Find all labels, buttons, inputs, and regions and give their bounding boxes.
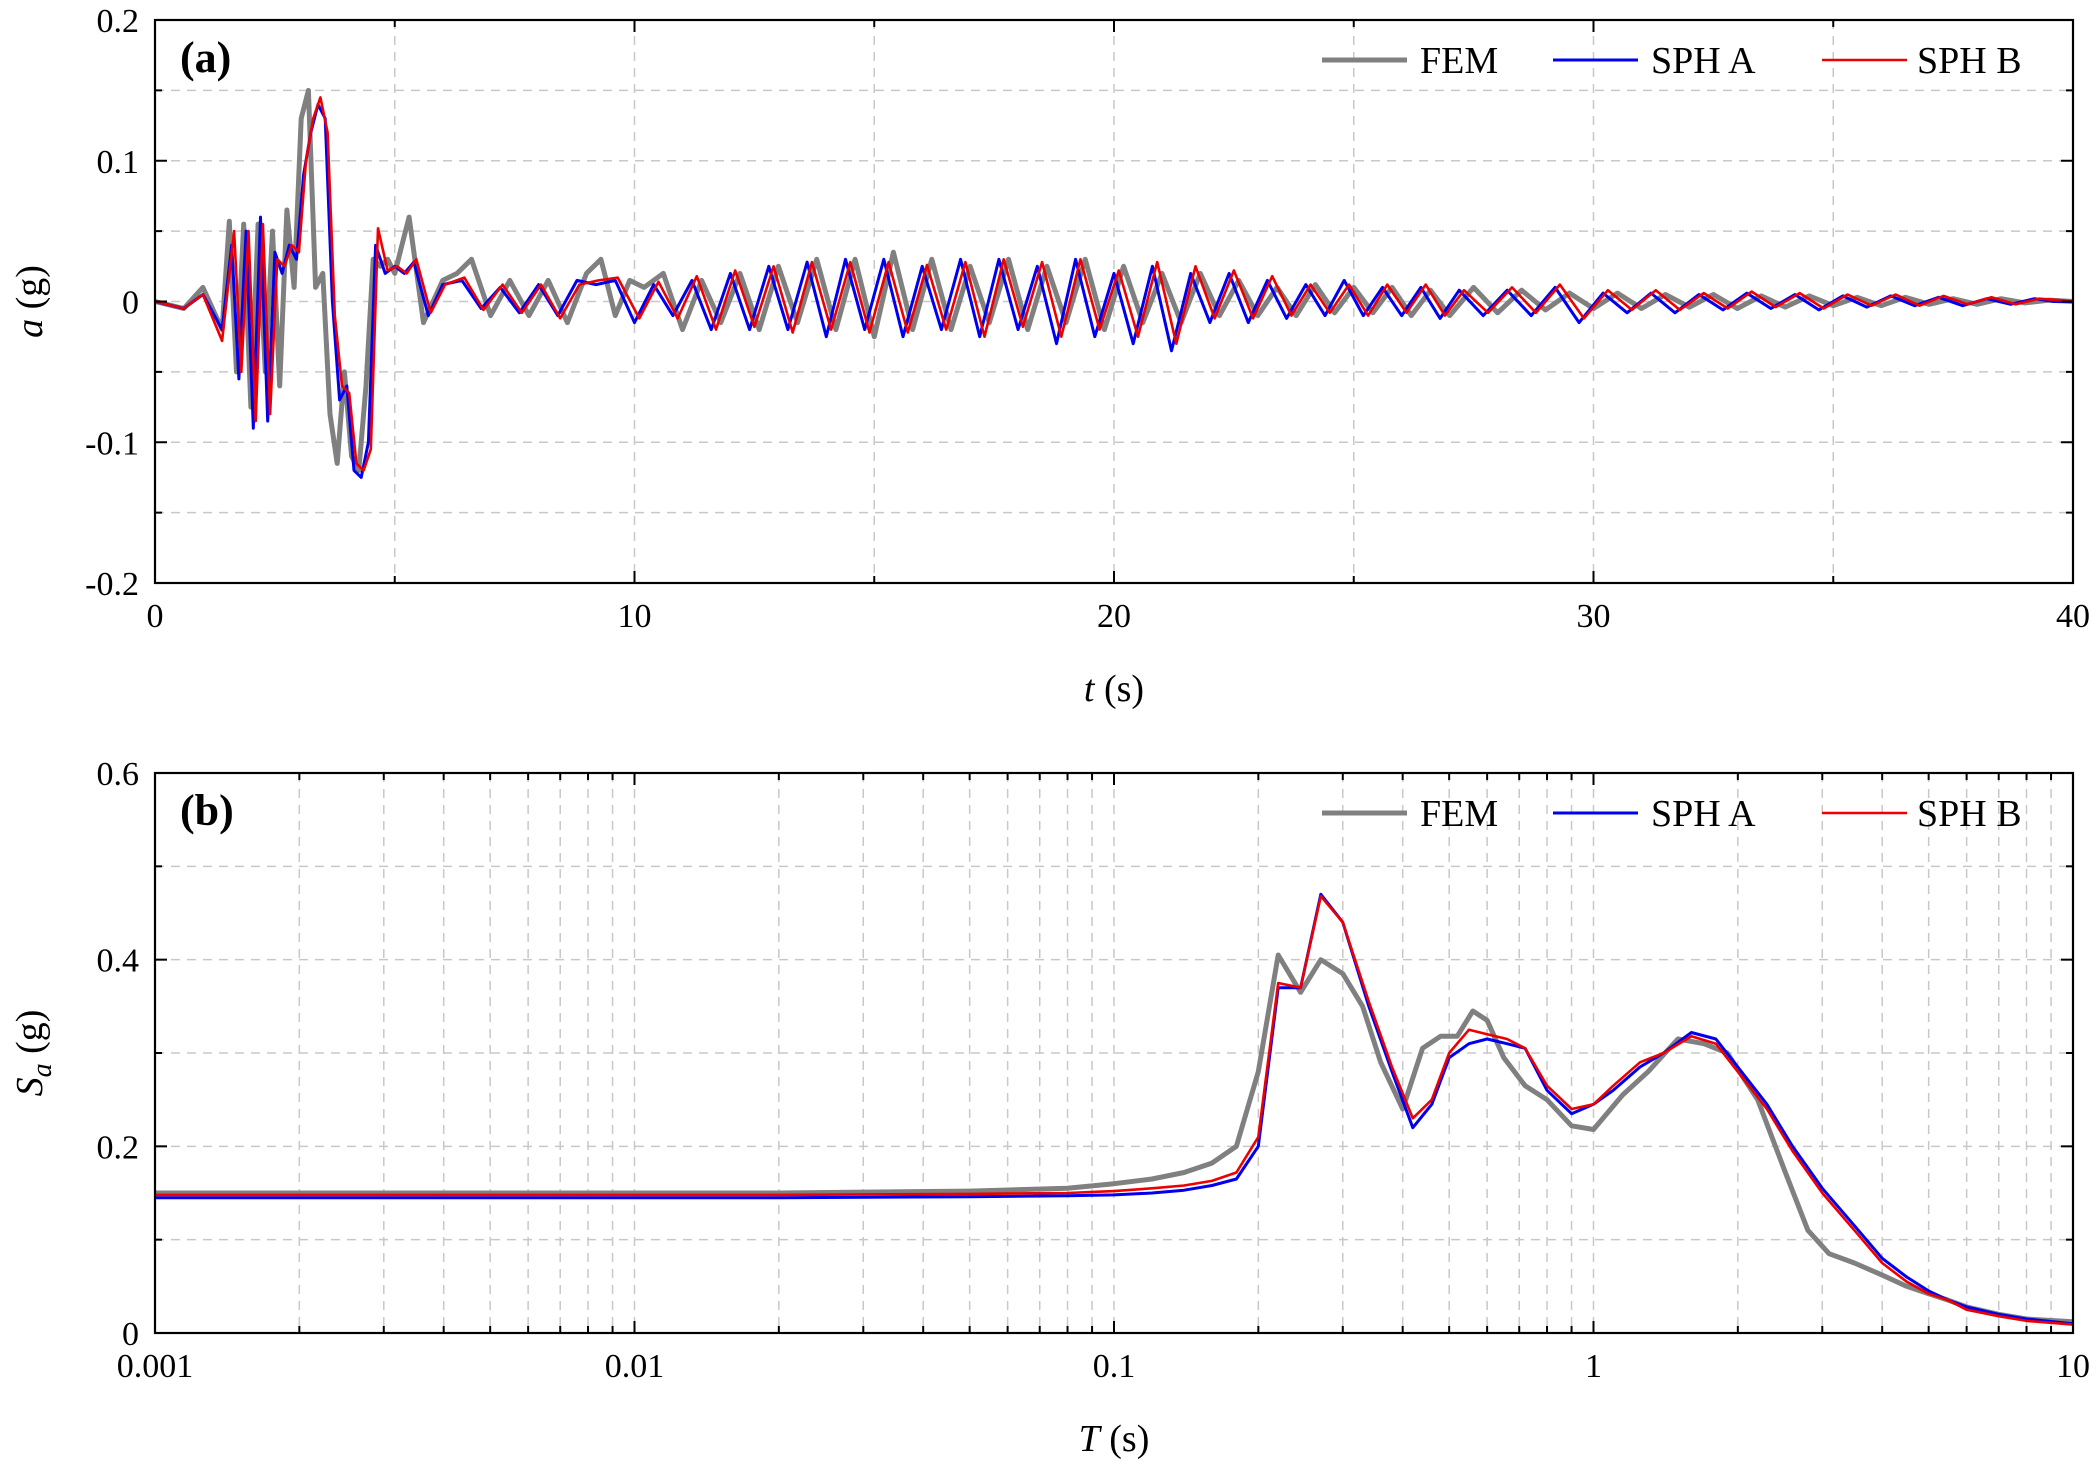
panel-a: 0 10 20 30 40 -0.2 -0.1 0 0.1 0.2 (a) FEM SPH A SPH… xyxy=(9,3,2090,710)
x-tick-label: 1 xyxy=(1585,1348,1602,1385)
x-tick-label: 10 xyxy=(2056,1348,2090,1385)
series-line-sph-b xyxy=(155,894,2074,1326)
y-tick-label: 0.6 xyxy=(97,756,140,793)
grid-b xyxy=(155,773,2073,1333)
series-line-sph-a xyxy=(155,892,2074,1326)
y-axis-unit: (g) xyxy=(9,1010,51,1064)
panel-label-b: (b) xyxy=(180,786,234,835)
y-tick-label: -0.1 xyxy=(85,425,139,462)
y-tick-label: 0 xyxy=(122,1316,139,1353)
labels-a: 0 10 20 30 40 -0.2 -0.1 0 0.1 0.2 xyxy=(85,3,2090,635)
y-axis-variable: S xyxy=(9,1077,51,1096)
y-axis-label-b: Sa (g) xyxy=(9,1010,58,1097)
legend-label: SPH B xyxy=(1917,40,2022,82)
x-tick-label: 20 xyxy=(1097,598,1131,635)
labels-b: 0.001 0.01 0.1 1 10 0 0.2 0.4 0.6 xyxy=(97,756,2091,1385)
x-axis-label-a: t (s) xyxy=(1084,668,1144,710)
legend-label: SPH A xyxy=(1651,40,1756,82)
x-tick-label: 0.1 xyxy=(1093,1348,1136,1385)
series-line-sph-b xyxy=(154,96,2074,472)
legend-label: FEM xyxy=(1420,40,1498,82)
y-axis-variable: a xyxy=(9,319,51,338)
x-tick-label: 0 xyxy=(147,598,164,635)
legend-a: FEM SPH A SPH B xyxy=(1322,40,2022,82)
y-tick-label: -0.2 xyxy=(85,566,139,603)
panel-b: 0.001 0.01 0.1 1 10 0 0.2 0.4 0.6 (b) FEM SPH A SP… xyxy=(9,756,2090,1460)
x-axis-variable: T xyxy=(1079,1418,1103,1460)
legend-label: SPH A xyxy=(1651,793,1756,835)
x-tick-label: 30 xyxy=(1577,598,1611,635)
x-tick-label: 0.01 xyxy=(605,1348,665,1385)
ticks-b xyxy=(155,773,2073,1333)
x-tick-label: 10 xyxy=(618,598,652,635)
x-axis-unit: (s) xyxy=(1094,668,1144,710)
series-a xyxy=(154,87,2074,479)
y-tick-label: 0 xyxy=(122,285,139,322)
x-tick-label: 40 xyxy=(2056,598,2090,635)
x-axis-label-b: T (s) xyxy=(1079,1418,1150,1460)
panel-label-a: (a) xyxy=(180,33,231,82)
grid-a xyxy=(155,20,2073,583)
y-tick-label: 0.1 xyxy=(97,144,140,181)
y-axis-unit: (g) xyxy=(9,265,51,319)
series-line-fem xyxy=(155,952,2074,1325)
legend-label: FEM xyxy=(1420,793,1498,835)
legend-label: SPH B xyxy=(1917,793,2022,835)
x-axis-unit: (s) xyxy=(1100,1418,1150,1460)
x-tick-label: 0.001 xyxy=(117,1348,194,1385)
y-axis-subscript: a xyxy=(27,1063,58,1077)
x-axis-variable: t xyxy=(1084,668,1096,710)
y-tick-label: 0.4 xyxy=(97,943,140,980)
y-axis-label-a: a (g) xyxy=(9,265,51,338)
y-tick-label: 0.2 xyxy=(97,1129,140,1166)
series-line-fem xyxy=(154,87,2074,473)
ticks-a xyxy=(155,20,2073,583)
y-tick-label: 0.2 xyxy=(97,3,140,40)
series-b xyxy=(155,892,2074,1326)
legend-b: FEM SPH A SPH B xyxy=(1322,793,2022,835)
